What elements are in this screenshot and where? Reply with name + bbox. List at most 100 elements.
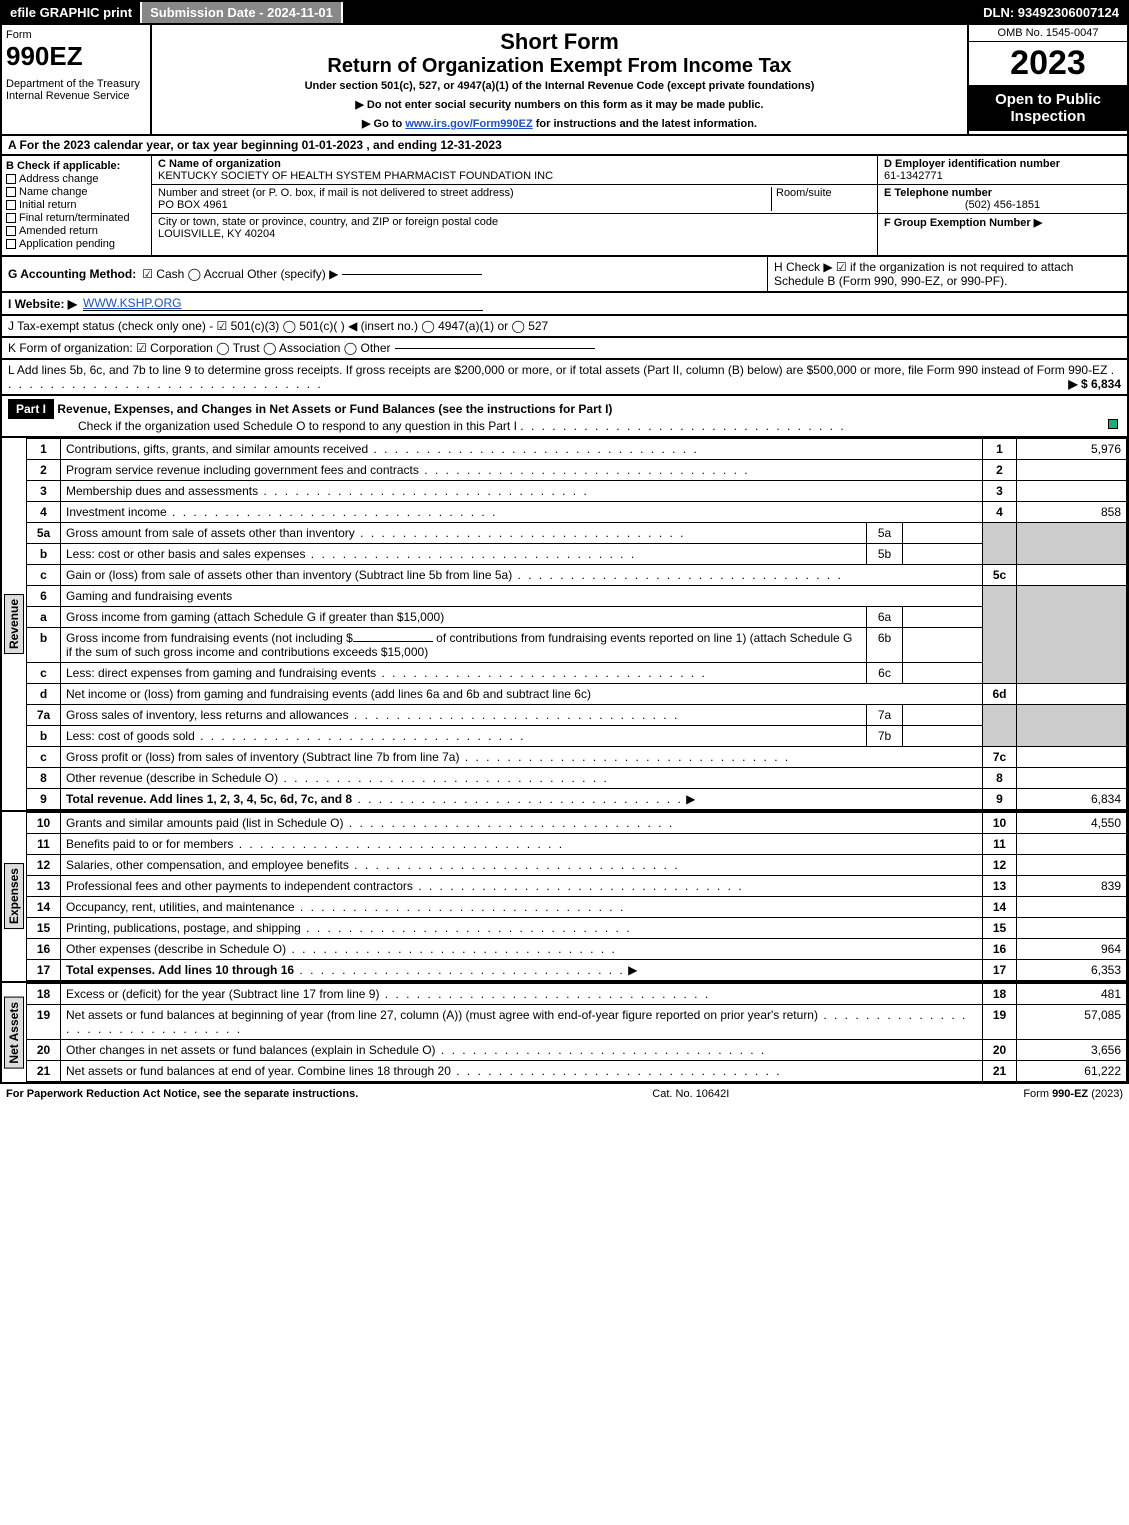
chk-application-pending[interactable]: Application pending xyxy=(6,238,147,250)
line-16-desc: Other expenses (describe in Schedule O) xyxy=(66,942,286,956)
line-10-val: 4,550 xyxy=(1017,813,1127,834)
tax-year: 2023 xyxy=(969,42,1127,85)
chk-amended-return[interactable]: Amended return xyxy=(6,225,147,237)
line-12: 12Salaries, other compensation, and empl… xyxy=(27,855,1127,876)
c-name-label: C Name of organization xyxy=(158,158,281,170)
org-city: LOUISVILLE, KY 40204 xyxy=(158,228,275,240)
g-other-input[interactable] xyxy=(342,274,482,275)
line-15-desc: Printing, publications, postage, and shi… xyxy=(66,921,301,935)
line-6c-sub: 6c xyxy=(867,663,903,684)
line-6: 6Gaming and fundraising events xyxy=(27,586,1127,607)
part-i-header: Part I Revenue, Expenses, and Changes in… xyxy=(0,396,1129,438)
chk-initial-return-label: Initial return xyxy=(19,199,76,211)
line-9-desc: Total revenue. Add lines 1, 2, 3, 4, 5c,… xyxy=(66,792,352,806)
chk-initial-return[interactable]: Initial return xyxy=(6,199,147,211)
line-6d: dNet income or (loss) from gaming and fu… xyxy=(27,684,1127,705)
line-13-num: 13 xyxy=(983,876,1017,897)
line-5b: bLess: cost or other basis and sales exp… xyxy=(27,544,1127,565)
row-gh: G Accounting Method: ☑ Cash ◯ Accrual Ot… xyxy=(0,257,1129,293)
line-7a-sub: 7a xyxy=(867,705,903,726)
line-4: 4Investment income4858 xyxy=(27,502,1127,523)
line-6c: cLess: direct expenses from gaming and f… xyxy=(27,663,1127,684)
line-19: 19Net assets or fund balances at beginni… xyxy=(27,1005,1127,1040)
h-row: H Check ▶ ☑ if the organization is not r… xyxy=(767,257,1127,291)
c-street-label: Number and street (or P. O. box, if mail… xyxy=(158,187,514,199)
line-19-val: 57,085 xyxy=(1017,1005,1127,1040)
chk-final-return-label: Final return/terminated xyxy=(19,212,130,224)
note-goto-post: for instructions and the latest informat… xyxy=(533,118,757,130)
line-3: 3Membership dues and assessments3 xyxy=(27,481,1127,502)
revenue-table: 1Contributions, gifts, grants, and simil… xyxy=(26,438,1127,810)
line-1: 1Contributions, gifts, grants, and simil… xyxy=(27,439,1127,460)
l-text: L Add lines 5b, 6c, and 7b to line 9 to … xyxy=(8,363,1107,377)
department: Department of the Treasury Internal Reve… xyxy=(6,78,146,102)
line-15-val xyxy=(1017,918,1127,939)
title-short-form: Short Form xyxy=(160,29,959,55)
chk-name-change-label: Name change xyxy=(19,186,88,198)
chk-name-change[interactable]: Name change xyxy=(6,186,147,198)
header-left: Form 990EZ Department of the Treasury In… xyxy=(2,25,152,134)
line-7c: cGross profit or (loss) from sales of in… xyxy=(27,747,1127,768)
row-i: I Website: ▶ WWW.KSHP.ORG xyxy=(0,293,1129,316)
f-row: F Group Exemption Number ▶ xyxy=(878,214,1127,231)
row-k: K Form of organization: ☑ Corporation ◯ … xyxy=(0,338,1129,360)
line-18-val: 481 xyxy=(1017,984,1127,1005)
c-room-label: Room/suite xyxy=(776,187,832,199)
line-6b: bGross income from fundraising events (n… xyxy=(27,628,1127,663)
line-15: 15Printing, publications, postage, and s… xyxy=(27,918,1127,939)
line-2-desc: Program service revenue including govern… xyxy=(66,463,419,477)
topbar-spacer xyxy=(343,2,975,23)
chk-final-return[interactable]: Final return/terminated xyxy=(6,212,147,224)
subtitle: Under section 501(c), 527, or 4947(a)(1)… xyxy=(160,80,959,92)
chk-address-change[interactable]: Address change xyxy=(6,173,147,185)
line-14-desc: Occupancy, rent, utilities, and maintena… xyxy=(66,900,295,914)
line-6d-val xyxy=(1017,684,1127,705)
form-number: 990EZ xyxy=(6,41,146,72)
line-6b-input[interactable] xyxy=(353,641,433,642)
line-6a-desc: Gross income from gaming (attach Schedul… xyxy=(66,610,444,624)
line-6-desc: Gaming and fundraising events xyxy=(61,586,983,607)
line-13-val: 839 xyxy=(1017,876,1127,897)
dln: DLN: 93492306007124 xyxy=(975,2,1127,23)
page-footer: For Paperwork Reduction Act Notice, see … xyxy=(0,1084,1129,1104)
line-6c-subval xyxy=(903,663,983,684)
line-20-val: 3,656 xyxy=(1017,1040,1127,1061)
netassets-table: 18Excess or (deficit) for the year (Subt… xyxy=(26,983,1127,1082)
efile-print-button[interactable]: efile GRAPHIC print xyxy=(2,2,142,23)
k-other-input[interactable] xyxy=(395,348,595,349)
submission-date: Submission Date - 2024-11-01 xyxy=(142,2,343,23)
schedule-o-checkbox[interactable] xyxy=(1108,419,1118,429)
open-to-public: Open to Public Inspection xyxy=(969,85,1127,131)
line-11-desc: Benefits paid to or for members xyxy=(66,837,233,851)
line-5a-sub: 5a xyxy=(867,523,903,544)
g-label: G Accounting Method: xyxy=(8,267,136,281)
line-11-num: 11 xyxy=(983,834,1017,855)
line-21: 21Net assets or fund balances at end of … xyxy=(27,1061,1127,1082)
line-8-desc: Other revenue (describe in Schedule O) xyxy=(66,771,278,785)
c-street-row: Number and street (or P. O. box, if mail… xyxy=(152,185,877,214)
line-3-desc: Membership dues and assessments xyxy=(66,484,258,498)
col-b: B Check if applicable: Address change Na… xyxy=(2,156,152,255)
line-1-num: 1 xyxy=(983,439,1017,460)
line-20-desc: Other changes in net assets or fund bala… xyxy=(66,1043,436,1057)
line-7b-sub: 7b xyxy=(867,726,903,747)
line-13: 13Professional fees and other payments t… xyxy=(27,876,1127,897)
omb-number: OMB No. 1545-0047 xyxy=(969,25,1127,42)
netassets-label: Net Assets xyxy=(4,997,24,1069)
line-3-val xyxy=(1017,481,1127,502)
c-city-row: City or town, state or province, country… xyxy=(152,214,877,242)
part-i-check: Check if the organization used Schedule … xyxy=(78,419,517,433)
org-street: PO BOX 4961 xyxy=(158,199,228,211)
d-row: D Employer identification number 61-1342… xyxy=(878,156,1127,185)
part-i-badge: Part I xyxy=(8,399,54,419)
line-7c-val xyxy=(1017,747,1127,768)
line-7c-num: 7c xyxy=(983,747,1017,768)
chk-amended-return-label: Amended return xyxy=(19,225,98,237)
irs-link[interactable]: www.irs.gov/Form990EZ xyxy=(405,118,532,130)
website-link[interactable]: WWW.KSHP.ORG xyxy=(83,296,483,311)
line-7a-subval xyxy=(903,705,983,726)
revenue-label: Revenue xyxy=(4,594,24,654)
ein: 61-1342771 xyxy=(884,170,943,182)
line-2-num: 2 xyxy=(983,460,1017,481)
form-header: Form 990EZ Department of the Treasury In… xyxy=(0,25,1129,136)
